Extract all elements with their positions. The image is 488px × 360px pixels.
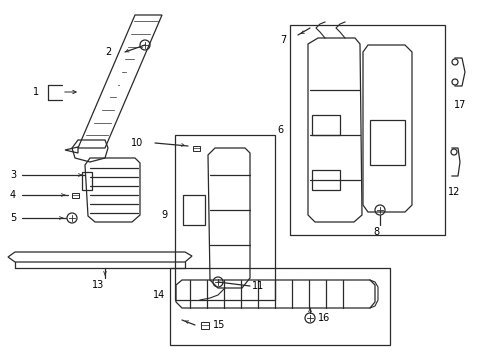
Text: 17: 17: [453, 100, 465, 110]
Bar: [311, 115, 339, 135]
Text: 5: 5: [10, 213, 16, 223]
Bar: [170, 268, 389, 345]
Text: 14: 14: [152, 290, 164, 300]
Bar: [192, 145, 199, 150]
Text: 11: 11: [251, 281, 264, 291]
Bar: [71, 193, 79, 198]
Text: 9: 9: [162, 210, 168, 220]
Text: 16: 16: [317, 313, 329, 323]
Bar: [201, 321, 208, 328]
Bar: [311, 170, 339, 190]
Bar: [175, 135, 274, 300]
Bar: [82, 172, 92, 190]
Text: 7: 7: [279, 35, 285, 45]
Text: 8: 8: [372, 227, 378, 237]
Bar: [369, 120, 404, 165]
Text: 1: 1: [33, 87, 39, 97]
Text: 12: 12: [447, 187, 459, 197]
Text: 6: 6: [276, 125, 283, 135]
Text: 4: 4: [10, 190, 16, 200]
Text: 15: 15: [213, 320, 225, 330]
Bar: [183, 195, 204, 225]
Text: 13: 13: [92, 280, 104, 290]
Text: 3: 3: [10, 170, 16, 180]
Text: 10: 10: [130, 138, 142, 148]
Bar: [289, 25, 444, 235]
Text: 2: 2: [105, 47, 112, 57]
